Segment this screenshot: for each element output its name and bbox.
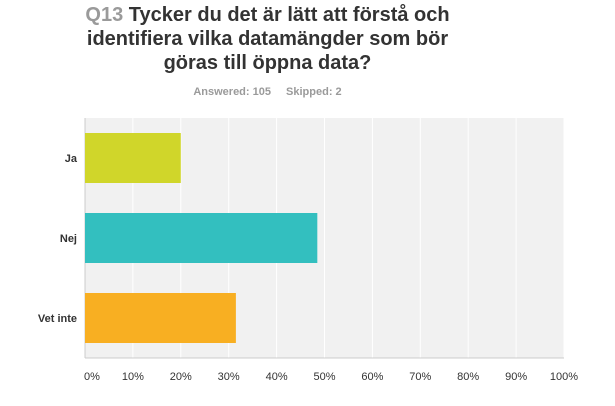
category-label: Nej — [60, 233, 77, 245]
response-stats: Answered: 105 Skipped: 2 — [60, 86, 475, 98]
question-number: Q13 — [85, 4, 124, 26]
x-tick-label: 40% — [266, 371, 288, 383]
category-label: Vet inte — [38, 313, 77, 325]
x-tick-label: 20% — [170, 371, 192, 383]
x-tick-label: 10% — [122, 371, 144, 383]
x-tick-label: 50% — [313, 371, 335, 383]
x-tick-label: 80% — [457, 371, 479, 383]
x-tick-label: 90% — [505, 371, 527, 383]
skipped-count: Skipped: 2 — [286, 86, 342, 98]
question-text: Tycker du det är lätt att förstå och ide… — [86, 4, 450, 74]
x-tick-label: 30% — [218, 371, 240, 383]
bar — [85, 213, 318, 263]
x-tick-label: 100% — [550, 371, 578, 383]
x-tick-label: 60% — [361, 371, 383, 383]
x-tick-label: 70% — [409, 371, 431, 383]
bar — [85, 133, 181, 183]
question-title: Q13 Tycker du det är lätt att förstå och… — [60, 3, 475, 75]
x-tick-label: 0% — [84, 371, 100, 383]
answered-count: Answered: 105 — [193, 86, 271, 98]
bar — [85, 293, 236, 343]
category-label: Ja — [65, 153, 78, 165]
